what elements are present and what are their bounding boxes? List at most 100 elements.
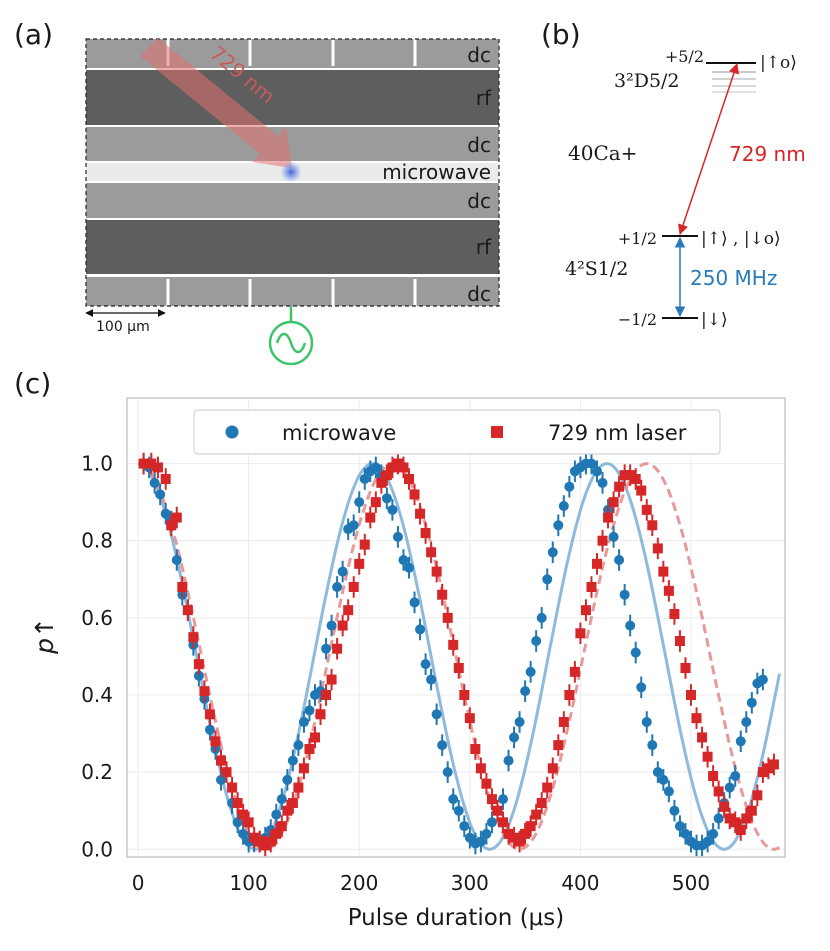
data-point-microwave <box>641 717 652 727</box>
upper-state-label: 3²D5/2 <box>614 70 680 92</box>
data-point-laser <box>608 497 619 508</box>
data-point-laser <box>321 690 332 700</box>
data-point-laser <box>536 798 547 808</box>
data-point-microwave <box>326 620 337 631</box>
data-point-microwave <box>542 574 553 585</box>
rf-electrode-top <box>86 70 499 125</box>
data-point-laser <box>448 639 459 650</box>
electrode-label-microwave: microwave <box>382 160 491 184</box>
data-point-microwave <box>415 624 426 635</box>
data-point-laser <box>171 512 182 523</box>
legend-box <box>193 409 721 455</box>
data-point-laser <box>619 470 630 481</box>
legend: microwave 729 nm laser <box>193 409 721 455</box>
x-tick-label: 0 <box>132 871 145 895</box>
data-point-laser <box>486 794 497 805</box>
data-point-microwave <box>337 566 348 577</box>
data-point-laser <box>481 778 492 789</box>
data-point-laser <box>381 470 392 481</box>
laser-arrow <box>140 38 292 168</box>
data-point-laser <box>697 732 708 743</box>
data-point-laser <box>674 636 685 646</box>
data-point-microwave <box>514 717 525 727</box>
data-point-microwave <box>420 659 431 670</box>
data-point-laser <box>752 790 763 801</box>
data-point-laser <box>564 690 575 700</box>
data-point-microwave <box>680 828 691 839</box>
data-point-laser <box>365 512 376 523</box>
data-point-microwave <box>735 736 746 747</box>
electrode-label-rf-bottom: rf <box>476 235 492 259</box>
data-point-microwave <box>520 686 531 697</box>
data-point-laser <box>719 801 730 812</box>
data-point-microwave <box>553 520 564 531</box>
data-point-laser <box>625 470 636 481</box>
data-point-laser <box>453 663 464 673</box>
data-point-microwave <box>536 612 547 623</box>
data-point-microwave <box>625 620 636 631</box>
upper-ket: |↑o⟩ <box>760 53 797 73</box>
data-point-laser <box>708 771 719 781</box>
data-point-laser <box>326 674 337 685</box>
data-point-microwave <box>558 501 569 511</box>
data-point-microwave <box>586 458 597 469</box>
data-point-laser <box>669 609 680 619</box>
data-point-laser <box>464 713 475 724</box>
data-point-microwave <box>238 828 249 839</box>
data-point-laser <box>713 786 724 797</box>
mw-transition-label: 250 MHz <box>690 266 777 290</box>
data-point-laser <box>392 458 403 469</box>
data-point-laser <box>216 755 226 766</box>
legend-label-laser: 729 nm laser <box>548 421 687 445</box>
data-point-microwave <box>348 520 359 531</box>
data-point-microwave <box>332 582 343 592</box>
data-point-laser <box>531 809 542 820</box>
y-tick-label: 1.0 <box>81 452 113 476</box>
dc-electrode-mid-top <box>86 127 499 161</box>
data-point-laser <box>663 585 674 596</box>
data-point-laser <box>166 520 177 531</box>
data-point-laser <box>243 817 254 828</box>
data-point-laser <box>553 740 564 751</box>
data-point-microwave <box>757 674 768 685</box>
data-point-microwave <box>730 771 741 781</box>
data-point-microwave <box>702 836 713 847</box>
data-point-laser <box>702 751 713 762</box>
data-point-laser <box>298 763 309 774</box>
laser-transition-arrow <box>678 63 739 235</box>
scale-bar-label: 100 µm <box>96 319 150 335</box>
data-point-laser <box>160 474 171 484</box>
rabi-chart: 0 100 200 300 400 500 0.0 0.2 0.4 0.6 0.8 1.0 Pulse… <box>30 397 786 931</box>
data-point-laser <box>691 713 702 724</box>
data-point-laser <box>475 763 486 774</box>
data-point-microwave <box>149 477 160 488</box>
level-diagram: +5/2 |↑o⟩ 3²D5/2 40Ca+ +1/2 |↑⟩ , |↓o⟩ −… <box>565 47 806 330</box>
data-point-microwave <box>448 794 459 805</box>
data-point-microwave <box>431 709 442 720</box>
data-point-laser <box>503 828 514 839</box>
data-point-microwave <box>232 817 243 828</box>
data-point-laser <box>636 485 647 496</box>
y-axis-label: p↑ <box>30 617 59 655</box>
data-point-microwave <box>409 597 420 608</box>
data-point-microwave <box>204 724 215 735</box>
data-point-laser <box>459 690 470 700</box>
data-point-laser <box>575 628 586 639</box>
data-point-microwave <box>547 547 558 558</box>
data-point-laser <box>686 690 696 700</box>
lower-plus-m-label: +1/2 <box>618 229 657 248</box>
data-point-laser <box>741 813 752 824</box>
y-tick-label: 0.0 <box>81 837 113 861</box>
data-point-microwave <box>404 562 414 573</box>
data-point-microwave <box>160 508 171 519</box>
data-point-laser <box>249 832 260 843</box>
data-point-laser <box>332 643 343 654</box>
data-point-laser <box>730 817 741 828</box>
data-point-microwave <box>708 828 719 839</box>
data-point-laser <box>227 782 238 793</box>
data-point-microwave <box>509 732 520 743</box>
data-point-microwave <box>592 466 602 477</box>
panel-label-b: (b) <box>541 18 581 51</box>
data-point-laser <box>376 477 387 488</box>
data-point-laser <box>210 736 221 747</box>
